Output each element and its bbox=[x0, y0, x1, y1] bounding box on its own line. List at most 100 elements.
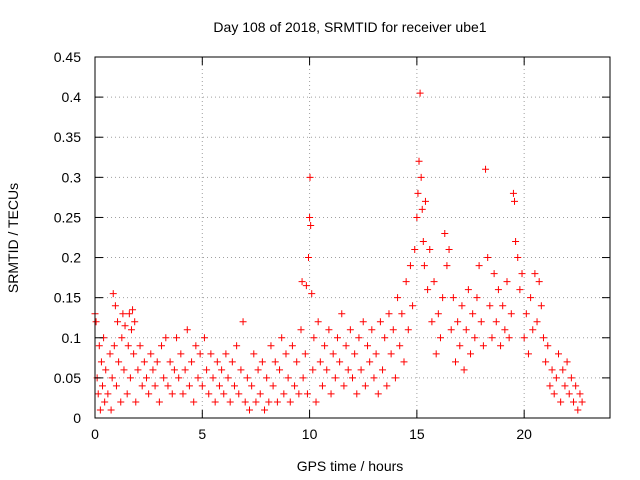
data-point bbox=[273, 398, 281, 406]
data-point bbox=[484, 254, 492, 262]
data-point bbox=[342, 342, 350, 350]
data-point bbox=[101, 398, 109, 406]
data-point bbox=[118, 334, 126, 342]
data-point bbox=[374, 390, 382, 398]
data-point bbox=[372, 350, 380, 358]
data-point bbox=[520, 334, 528, 342]
data-point bbox=[263, 374, 271, 382]
data-point bbox=[469, 310, 477, 318]
data-point bbox=[153, 358, 161, 366]
data-point bbox=[555, 350, 562, 358]
data-point bbox=[323, 366, 331, 374]
data-point bbox=[338, 310, 346, 318]
data-point bbox=[387, 350, 395, 358]
data-point bbox=[228, 358, 236, 366]
y-axis-label: SRMTID / TECUs bbox=[5, 183, 21, 293]
data-point bbox=[364, 342, 372, 350]
data-point bbox=[250, 350, 258, 358]
data-point bbox=[196, 350, 204, 358]
data-point bbox=[288, 342, 296, 350]
data-point bbox=[413, 213, 421, 221]
data-point bbox=[115, 358, 123, 366]
data-point bbox=[385, 310, 393, 318]
data-point bbox=[482, 165, 490, 173]
axis-ticks bbox=[94, 56, 610, 419]
y-tick-label: 0.45 bbox=[54, 49, 81, 65]
data-point bbox=[501, 326, 509, 334]
data-point bbox=[298, 278, 306, 286]
data-point bbox=[95, 342, 103, 350]
data-point bbox=[243, 374, 251, 382]
y-tick-label: 0.35 bbox=[54, 129, 81, 145]
data-point bbox=[188, 358, 196, 366]
data-point bbox=[125, 310, 133, 318]
data-point bbox=[110, 342, 118, 350]
data-point bbox=[233, 342, 241, 350]
data-point bbox=[126, 374, 134, 382]
data-point bbox=[282, 350, 290, 358]
data-point bbox=[222, 350, 230, 358]
data-point bbox=[460, 366, 468, 374]
data-point bbox=[518, 270, 526, 278]
y-tick-label: 0.05 bbox=[54, 370, 81, 386]
data-point bbox=[462, 326, 470, 334]
data-point bbox=[414, 189, 422, 197]
data-point bbox=[497, 342, 505, 350]
data-point bbox=[192, 342, 200, 350]
data-point bbox=[166, 358, 174, 366]
data-point bbox=[177, 350, 185, 358]
data-point bbox=[151, 382, 159, 390]
x-tick-label: 5 bbox=[198, 426, 206, 442]
data-point bbox=[127, 326, 135, 334]
data-point bbox=[327, 390, 335, 398]
data-point bbox=[370, 374, 378, 382]
data-point bbox=[396, 342, 404, 350]
data-point bbox=[417, 173, 425, 181]
data-point bbox=[445, 246, 453, 254]
data-point bbox=[490, 270, 498, 278]
data-point bbox=[411, 246, 419, 254]
data-point bbox=[203, 366, 211, 374]
data-point bbox=[430, 278, 438, 286]
data-point bbox=[406, 262, 414, 270]
data-point bbox=[325, 326, 333, 334]
data-point bbox=[291, 382, 299, 390]
data-point bbox=[138, 382, 146, 390]
data-point bbox=[106, 350, 114, 358]
data-point bbox=[436, 334, 444, 342]
tick-labels: 0 5 10 15 20 0 0.05 0.1 0.15 0.2 0.25 0.3 0.35 0.4 0.4… bbox=[54, 49, 532, 442]
data-point bbox=[164, 382, 172, 390]
data-point bbox=[314, 318, 322, 326]
data-point bbox=[416, 89, 424, 97]
data-point bbox=[185, 382, 193, 390]
data-point bbox=[130, 350, 138, 358]
data-point bbox=[211, 398, 219, 406]
data-point bbox=[119, 310, 127, 318]
data-point bbox=[424, 286, 432, 294]
data-point bbox=[140, 358, 148, 366]
data-point bbox=[346, 326, 354, 334]
y-tick-label: 0.3 bbox=[62, 169, 82, 185]
data-point bbox=[542, 358, 550, 366]
data-point bbox=[132, 398, 140, 406]
y-tick-label: 0 bbox=[73, 410, 81, 426]
data-point bbox=[492, 318, 500, 326]
data-point bbox=[252, 398, 260, 406]
data-point bbox=[149, 366, 157, 374]
data-point bbox=[302, 282, 310, 290]
data-point bbox=[131, 318, 139, 326]
data-point bbox=[308, 290, 316, 298]
data-point bbox=[194, 374, 202, 382]
data-point bbox=[205, 390, 213, 398]
data-point bbox=[297, 326, 305, 334]
data-point bbox=[158, 342, 166, 350]
data-point bbox=[458, 302, 466, 310]
data-point bbox=[537, 302, 545, 310]
data-point bbox=[331, 374, 339, 382]
data-points bbox=[91, 89, 586, 414]
data-point bbox=[104, 390, 112, 398]
data-point bbox=[134, 366, 142, 374]
data-point bbox=[143, 374, 150, 382]
